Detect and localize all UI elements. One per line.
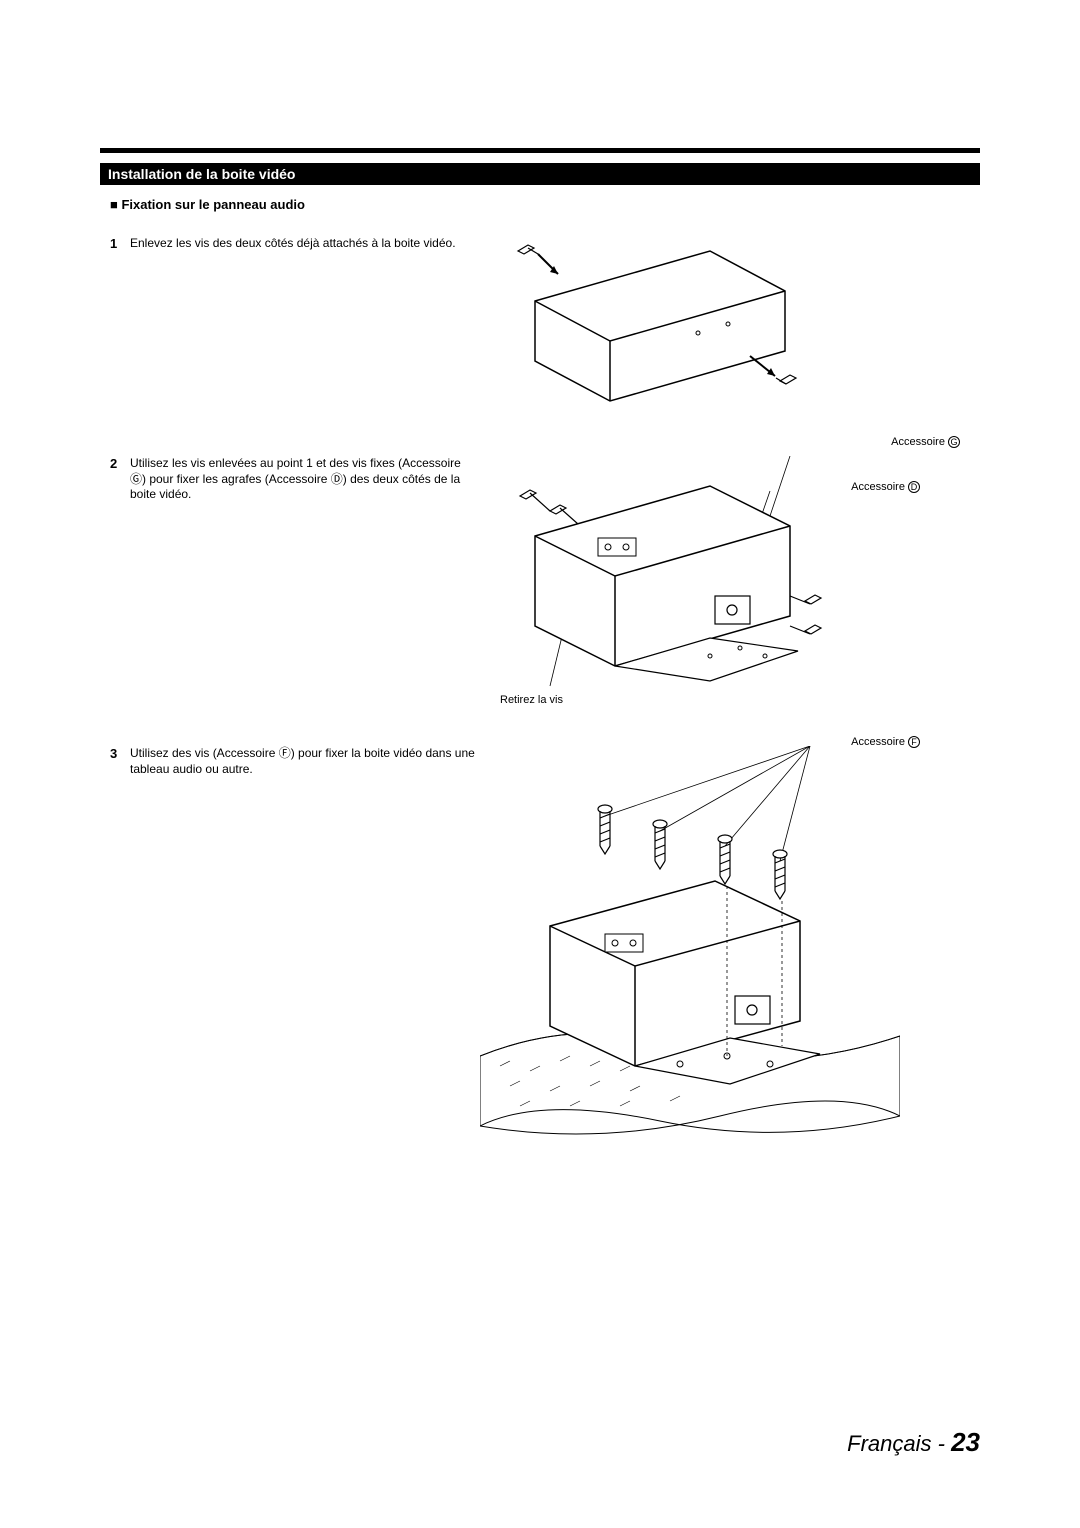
figure-1 [480, 236, 980, 416]
top-rule [100, 148, 980, 153]
label-accessoire-f: Accessoire F [851, 736, 920, 748]
label-accessoire-d: Accessoire D [851, 481, 920, 493]
footer-pagenum: 23 [951, 1427, 980, 1457]
step-3-num: 3 [110, 746, 122, 761]
step-2-num: 2 [110, 456, 122, 471]
footer-lang: Français - [847, 1431, 951, 1456]
step-1: 1 Enlevez les vis des deux côtés déjà at… [100, 236, 980, 416]
step-2-text: Utilisez les vis enlevées au point 1 et … [130, 456, 480, 503]
subheading: Fixation sur le panneau audio [110, 197, 980, 212]
label-retirez: Retirez la vis [500, 694, 563, 706]
step-2: 2 Utilisez les vis enlevées au point 1 e… [100, 456, 980, 706]
step-1-num: 1 [110, 236, 122, 251]
figure-3: Accessoire F [480, 746, 980, 1146]
step-3: 3 Utilisez des vis (Accessoire Ⓕ) pour f… [100, 746, 980, 1146]
step-1-text: Enlevez les vis des deux côtés déjà atta… [130, 236, 456, 252]
figure-2: Accessoire G Accessoire D [480, 456, 980, 706]
section-title: Installation de la boite vidéo [100, 163, 980, 185]
page-footer: Français - 23 [847, 1427, 980, 1458]
label-accessoire-g: Accessoire G [891, 436, 960, 448]
step-3-text: Utilisez des vis (Accessoire Ⓕ) pour fix… [130, 746, 480, 777]
